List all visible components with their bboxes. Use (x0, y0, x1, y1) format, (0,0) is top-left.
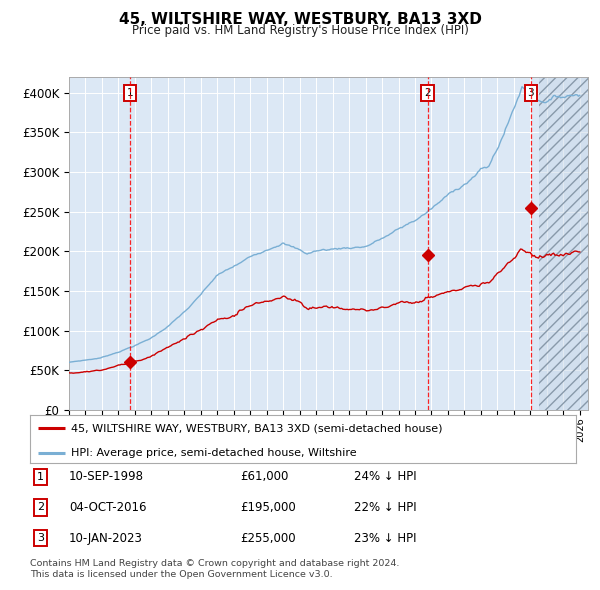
Text: HPI: Average price, semi-detached house, Wiltshire: HPI: Average price, semi-detached house,… (71, 447, 356, 457)
Text: 04-OCT-2016: 04-OCT-2016 (69, 501, 146, 514)
Text: £61,000: £61,000 (240, 470, 289, 483)
Text: 3: 3 (527, 88, 534, 99)
Text: This data is licensed under the Open Government Licence v3.0.: This data is licensed under the Open Gov… (30, 571, 332, 579)
Text: 3: 3 (37, 533, 44, 543)
Text: 45, WILTSHIRE WAY, WESTBURY, BA13 3XD: 45, WILTSHIRE WAY, WESTBURY, BA13 3XD (119, 12, 481, 27)
Text: 22% ↓ HPI: 22% ↓ HPI (354, 501, 416, 514)
Text: 23% ↓ HPI: 23% ↓ HPI (354, 532, 416, 545)
Text: 24% ↓ HPI: 24% ↓ HPI (354, 470, 416, 483)
Bar (539, 77, 588, 410)
Text: 1: 1 (127, 88, 133, 99)
Text: 1: 1 (37, 472, 44, 481)
Text: 45, WILTSHIRE WAY, WESTBURY, BA13 3XD (semi-detached house): 45, WILTSHIRE WAY, WESTBURY, BA13 3XD (s… (71, 423, 442, 433)
Text: £255,000: £255,000 (240, 532, 296, 545)
Text: 10-JAN-2023: 10-JAN-2023 (69, 532, 143, 545)
Text: 2: 2 (424, 88, 431, 99)
Text: 10-SEP-1998: 10-SEP-1998 (69, 470, 144, 483)
Text: Contains HM Land Registry data © Crown copyright and database right 2024.: Contains HM Land Registry data © Crown c… (30, 559, 400, 568)
Text: Price paid vs. HM Land Registry's House Price Index (HPI): Price paid vs. HM Land Registry's House … (131, 24, 469, 37)
Bar (539, 77, 588, 410)
Text: £195,000: £195,000 (240, 501, 296, 514)
Text: 2: 2 (37, 503, 44, 512)
